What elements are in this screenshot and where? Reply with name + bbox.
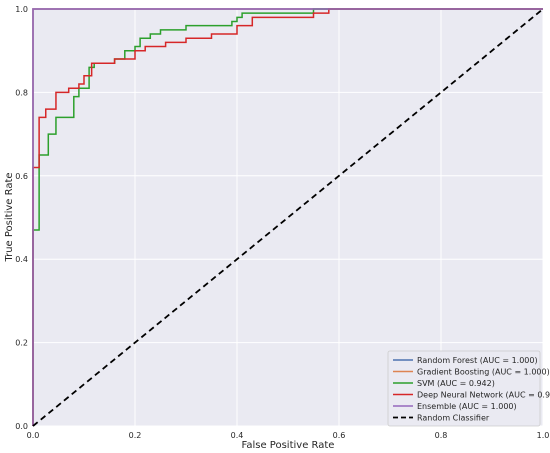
y-tick-label: 0.0 bbox=[15, 422, 28, 431]
x-tick-label: 0.2 bbox=[129, 431, 142, 440]
y-tick-label: 0.6 bbox=[15, 172, 28, 181]
y-tick-label: 1.0 bbox=[15, 5, 28, 14]
legend-entry: Random Classifier bbox=[417, 414, 490, 423]
legend-entry: Ensemble (AUC = 1.000) bbox=[417, 402, 517, 411]
y-tick-label: 0.8 bbox=[15, 88, 28, 97]
series-lines bbox=[32, 8, 544, 427]
tick-labels: 0.0 0.2 0.4 0.6 0.8 1.0 0.0 0.2 0.4 0.6 0.8 1.0 bbox=[15, 5, 549, 440]
series-line-4 bbox=[32, 8, 543, 426]
x-tick-label: 0.4 bbox=[231, 431, 244, 440]
series-line-3 bbox=[32, 8, 543, 426]
x-tick-label: 0.0 bbox=[27, 431, 40, 440]
legend-entry: Gradient Boosting (AUC = 1.000) bbox=[417, 368, 550, 377]
legend-box bbox=[387, 350, 541, 427]
legend: Random Forest (AUC = 1.000) Gradient Boos… bbox=[387, 350, 550, 427]
legend-entry: SVM (AUC = 0.942) bbox=[417, 379, 495, 388]
x-tick-label: 0.6 bbox=[333, 431, 346, 440]
series-line-5 bbox=[32, 8, 543, 426]
y-tick-label: 0.4 bbox=[15, 255, 28, 264]
x-tick-label: 0.8 bbox=[435, 431, 448, 440]
y-tick-label: 0.2 bbox=[15, 339, 28, 348]
grid-lines bbox=[32, 8, 544, 427]
y-axis-label: True Positive Rate bbox=[4, 172, 15, 262]
legend-entry: Deep Neural Network (AUC = 0.945) bbox=[417, 391, 550, 400]
x-tick-label: 1.0 bbox=[537, 431, 550, 440]
legend-entry: Random Forest (AUC = 1.000) bbox=[417, 356, 538, 365]
x-axis-label: False Positive Rate bbox=[242, 440, 335, 451]
